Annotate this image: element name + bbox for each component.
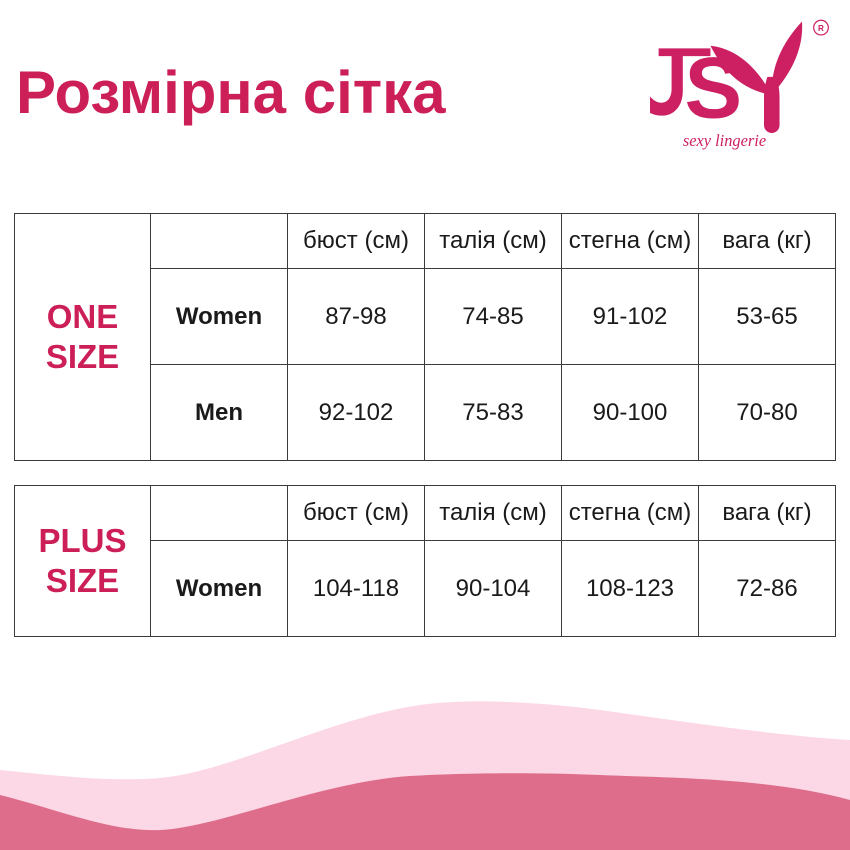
svg-text:sexy lingerie: sexy lingerie (683, 131, 766, 150)
svg-text:R: R (818, 24, 824, 33)
